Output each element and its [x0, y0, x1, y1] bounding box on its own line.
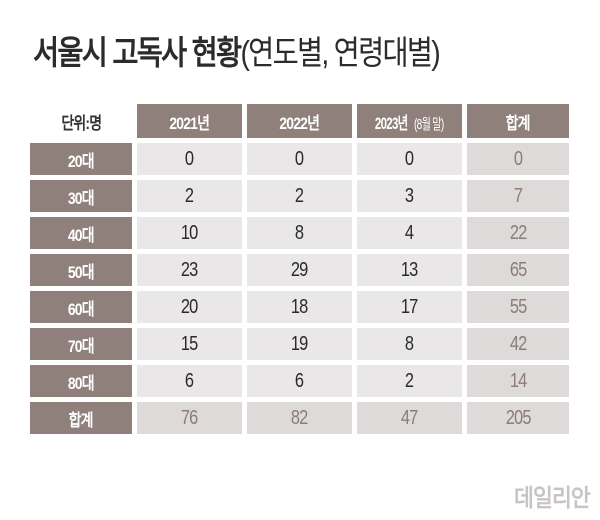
row-label: 60대 [30, 291, 132, 323]
row-total-cell: 7 [467, 180, 569, 212]
column-header-2023: 2023년 (8월 말) [357, 104, 462, 138]
table-cell: 17 [357, 291, 462, 323]
column-header-2022: 2022년 [247, 104, 352, 138]
table-cell: 2 [357, 365, 462, 397]
table-cell: 2 [137, 180, 242, 212]
table-cell: 3 [357, 180, 462, 212]
table-cell: 10 [137, 217, 242, 249]
row-total-cell: 55 [467, 291, 569, 323]
column-header-2021: 2021년 [137, 104, 242, 138]
title-sub: (연도별, 연령대별) [240, 34, 440, 71]
table-cell: 18 [247, 291, 352, 323]
table-cell: 0 [137, 143, 242, 175]
row-total-cell: 42 [467, 328, 569, 360]
row-label: 40대 [30, 217, 132, 249]
watermark-logo: 데일리안 [514, 485, 591, 512]
column-note: (8월 말) [414, 115, 445, 133]
row-label: 30대 [30, 180, 132, 212]
row-label: 70대 [30, 328, 132, 360]
row-label: 20대 [30, 143, 132, 175]
grand-total-cell: 205 [467, 402, 569, 434]
table-cell: 29 [247, 254, 352, 286]
unit-label: 단위:명 [30, 104, 132, 138]
page-title: 서울시 고독사 현황(연도별, 연령대별) [33, 26, 441, 74]
total-row-label: 합계 [30, 402, 132, 434]
column-total-cell: 76 [137, 402, 242, 434]
row-label: 50대 [30, 254, 132, 286]
row-label: 80대 [30, 365, 132, 397]
table-cell: 6 [247, 365, 352, 397]
row-total-cell: 14 [467, 365, 569, 397]
table-cell: 4 [357, 217, 462, 249]
table-cell: 2 [247, 180, 352, 212]
table-cell: 8 [357, 328, 462, 360]
table-cell: 6 [137, 365, 242, 397]
table-cell: 15 [137, 328, 242, 360]
table-cell: 8 [247, 217, 352, 249]
row-total-cell: 65 [467, 254, 569, 286]
row-total-cell: 22 [467, 217, 569, 249]
column-total-cell: 82 [247, 402, 352, 434]
table-cell: 0 [357, 143, 462, 175]
column-total-cell: 47 [357, 402, 462, 434]
table-cell: 23 [137, 254, 242, 286]
title-main: 서울시 고독사 현황 [33, 34, 242, 71]
table-cell: 0 [247, 143, 352, 175]
table-cell: 13 [357, 254, 462, 286]
table-cell: 20 [137, 291, 242, 323]
column-header-total: 합계 [467, 104, 569, 138]
table-cell: 19 [247, 328, 352, 360]
row-total-cell: 0 [467, 143, 569, 175]
lonely-death-table: 단위:명 2021년 2022년 2023년 (8월 말) 합계 20대 0 0 … [30, 104, 569, 471]
